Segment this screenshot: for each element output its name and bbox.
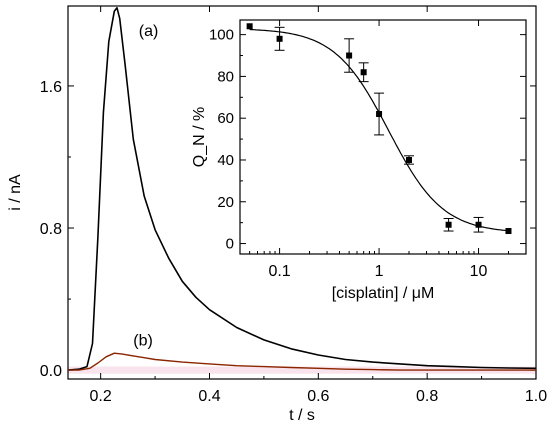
series-line-0 [67, 7, 537, 371]
x-axis-label: t / s [289, 407, 315, 424]
inset-y-tick-label: 80 [217, 68, 234, 85]
inset-y-axis-label: Q_N / % [191, 107, 208, 167]
inset-y-tick-label: 0 [226, 236, 234, 253]
inset-data-point [276, 35, 283, 42]
inset-x-axis-label: [cisplatin] / μM [332, 285, 435, 302]
inset-y-tick-label: 60 [217, 110, 234, 127]
annotation-b: (b) [133, 332, 153, 349]
inset-data-point [376, 111, 383, 118]
inset-plot-frame [239, 19, 527, 255]
inset-data-point [360, 69, 367, 76]
y-tick-label: 0.8 [40, 221, 62, 238]
inset-data-point [406, 156, 413, 163]
series-line-1 [68, 352, 536, 371]
inset-x-tick-label: 0.1 [268, 263, 290, 280]
inset-x-tick-label: 1 [375, 263, 384, 280]
x-tick-label: 0.8 [416, 388, 438, 405]
x-tick-label: 1.0 [525, 388, 547, 405]
y-axis-label: i / nA [7, 174, 24, 211]
annotation-a: (a) [139, 23, 159, 40]
x-tick-label: 0.6 [307, 388, 329, 405]
y-tick-label: 0.0 [40, 363, 62, 380]
inset-y-tick-label: 100 [209, 27, 234, 44]
inset-y-tick-label: 40 [217, 152, 234, 169]
x-tick-label: 0.2 [90, 388, 112, 405]
inset-data-point [505, 228, 512, 235]
y-tick-label: 1.6 [40, 79, 62, 96]
x-tick-label: 0.4 [198, 388, 220, 405]
inset-y-tick-label: 20 [217, 194, 234, 211]
inset-data-point [246, 23, 253, 30]
baseline-band [68, 366, 536, 374]
inset-x-tick-label: 10 [470, 263, 488, 280]
inset-data-point [445, 221, 452, 228]
main-plot-frame [67, 5, 537, 380]
inset-data-point [346, 52, 353, 59]
inset-data-point [475, 221, 482, 228]
